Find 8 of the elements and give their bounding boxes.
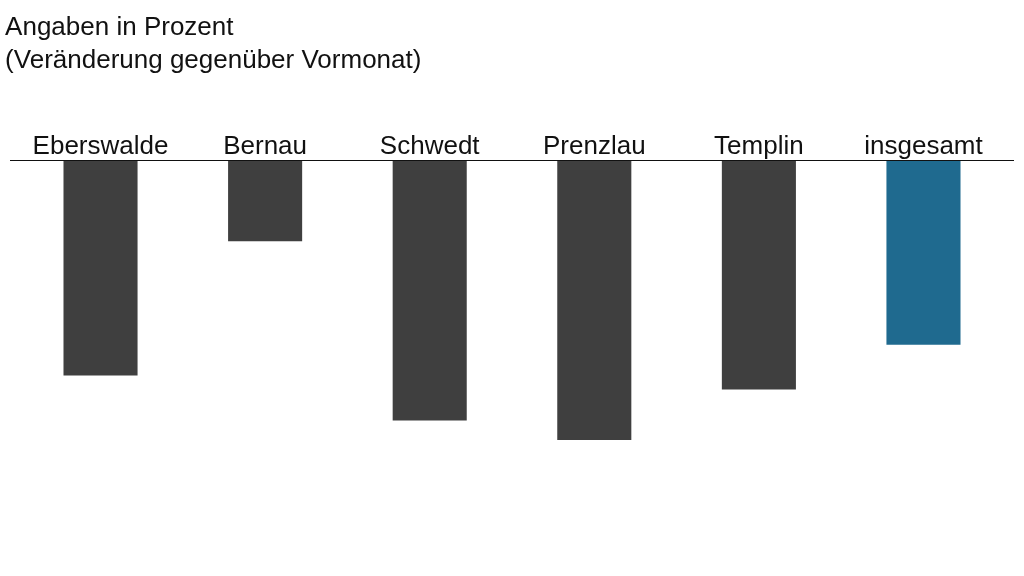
x-tick-label: Schwedt [379,129,481,160]
chart-subtitle: (Veränderung gegenüber Vormonat) [5,44,422,75]
x-tick-label: Eberswalde [32,129,169,160]
chart-title: Angaben in Prozent [5,10,235,41]
x-tick-label: Bernau [223,129,308,160]
x-tick-label: Templin [714,129,804,160]
x-tick-label: Prenzlau [542,129,646,160]
x-tick-label: insgesamt [864,129,984,160]
